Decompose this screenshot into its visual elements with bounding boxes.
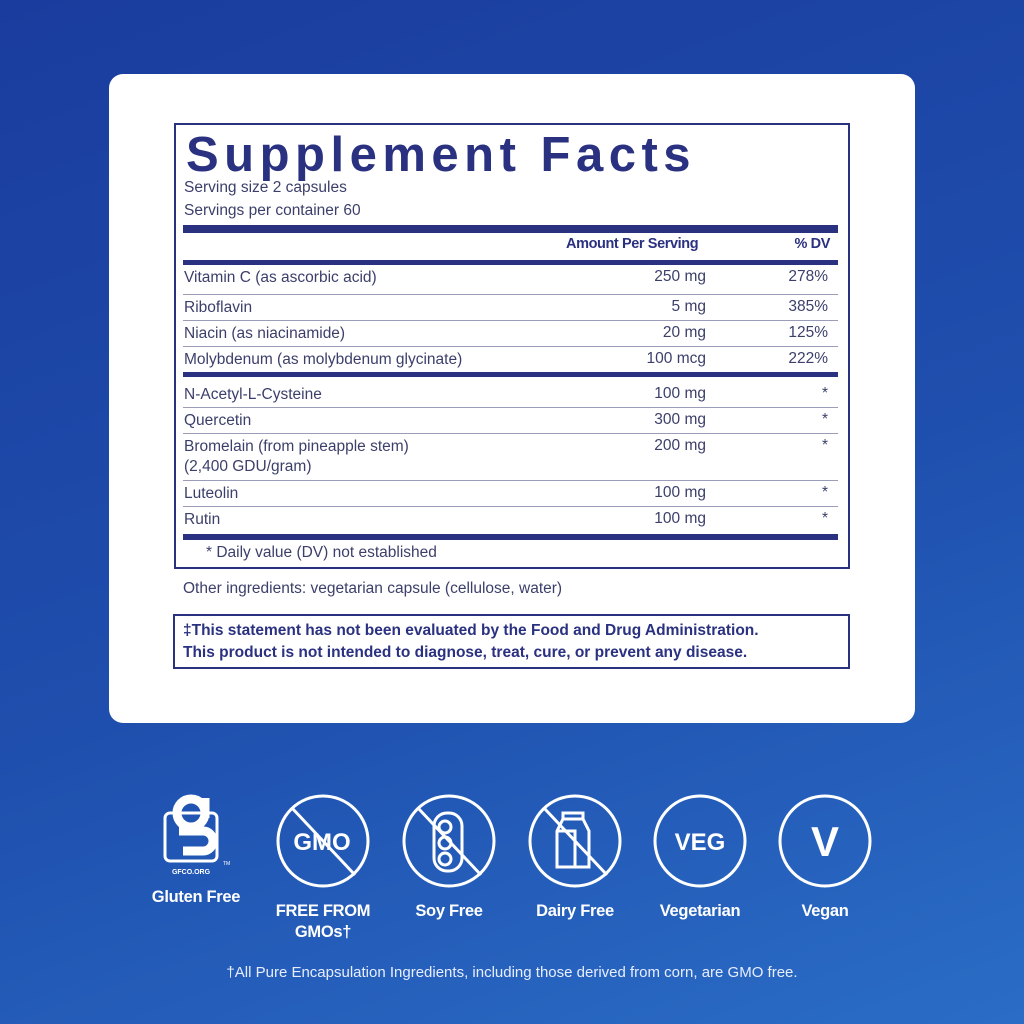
supplement-facts-panel: Supplement Facts Serving size 2 capsules… bbox=[174, 123, 850, 569]
nutrient-name: Niacin (as niacinamide) bbox=[184, 325, 346, 342]
svg-text:V: V bbox=[811, 818, 839, 865]
nutrient-amount: 100 mg bbox=[654, 484, 706, 501]
row-divider bbox=[183, 407, 838, 408]
badge-vegan: V Vegan bbox=[777, 793, 873, 922]
nutrient-amount: 200 mg bbox=[654, 437, 706, 454]
nutrient-amount: 100 mg bbox=[654, 510, 706, 527]
dv-footnote: * Daily value (DV) not established bbox=[206, 544, 437, 561]
gluten-free-gfco-icon: GFCO.ORG TM bbox=[163, 794, 230, 876]
nutrient-amount: 100 mg bbox=[654, 385, 706, 402]
nutrient-name: Rutin bbox=[184, 511, 221, 528]
row-divider bbox=[183, 480, 838, 481]
badge-label: Vegan bbox=[801, 902, 849, 920]
nutrient-name: Luteolin bbox=[184, 485, 239, 502]
nutrient-name: Vitamin C (as ascorbic acid) bbox=[184, 269, 377, 286]
nutrient-dv: * bbox=[821, 437, 828, 454]
badge-soy-free: Soy Free bbox=[401, 793, 497, 922]
disclaimer-line: ‡This statement has not been evaluated b… bbox=[183, 622, 759, 639]
divider-bar bbox=[183, 534, 838, 540]
veg-icon: VEG bbox=[653, 794, 747, 888]
serving-size: Serving size 2 capsules bbox=[184, 179, 347, 196]
svg-text:GFCO.ORG: GFCO.ORG bbox=[172, 869, 211, 876]
dv-header: % DV bbox=[794, 236, 831, 252]
badge-label: Vegetarian bbox=[659, 902, 741, 920]
divider-bar bbox=[183, 260, 838, 265]
row-divider bbox=[183, 294, 838, 295]
row-divider bbox=[183, 320, 838, 321]
badge-gluten-free: GFCO.ORG TM Gluten Free bbox=[148, 793, 244, 908]
nutrient-amount: 20 mg bbox=[662, 324, 706, 341]
nutrient-dv: 385% bbox=[788, 298, 828, 315]
nutrient-dv: 125% bbox=[788, 324, 828, 341]
nutrient-dv: * bbox=[821, 510, 828, 527]
nutrient-name: Bromelain (from pineapple stem) (2,400 GD… bbox=[184, 438, 409, 475]
nutrient-amount: 5 mg bbox=[671, 298, 706, 315]
row-divider bbox=[183, 506, 838, 507]
badge-label: Soy Free bbox=[415, 902, 483, 920]
nutrient-amount: 300 mg bbox=[654, 411, 706, 428]
nutrient-name: Molybdenum (as molybdenum glycinate) bbox=[184, 351, 463, 368]
badge-dairy-free: Dairy Free bbox=[527, 793, 623, 922]
row-divider bbox=[183, 346, 838, 347]
nutrient-dv: 222% bbox=[788, 350, 828, 367]
nutrient-dv: * bbox=[821, 385, 828, 402]
badge-label: Dairy Free bbox=[536, 902, 614, 920]
nutrient-dv: * bbox=[821, 411, 828, 428]
badge-label: Gluten Free bbox=[151, 888, 241, 906]
badge-label: FREE FROM GMOs† bbox=[275, 902, 371, 941]
svg-text:GMO: GMO bbox=[293, 829, 350, 856]
servings-per-container: Servings per container 60 bbox=[184, 202, 361, 219]
other-ingredients: Other ingredients: vegetarian capsule (c… bbox=[183, 580, 563, 597]
nutrient-name: N-Acetyl-L-Cysteine bbox=[184, 386, 322, 403]
fda-disclaimer: ‡This statement has not been evaluated b… bbox=[173, 614, 850, 669]
nutrient-name: Riboflavin bbox=[184, 299, 253, 316]
row-divider bbox=[183, 433, 838, 434]
nutrient-dv: * bbox=[821, 484, 828, 501]
badge-vegetarian: VEG Vegetarian bbox=[652, 793, 748, 922]
panel-title: Supplement Facts bbox=[186, 128, 697, 182]
amount-header: Amount Per Serving bbox=[566, 236, 699, 252]
nutrient-amount: 100 mcg bbox=[646, 350, 706, 367]
no-dairy-icon bbox=[528, 794, 622, 888]
nutrient-amount: 250 mg bbox=[654, 268, 706, 285]
divider-bar bbox=[183, 372, 838, 377]
no-gmo-icon: GMO bbox=[276, 794, 370, 888]
badge-no-gmo: GMO FREE FROM GMOs† bbox=[275, 793, 371, 943]
no-soy-icon bbox=[402, 794, 496, 888]
nutrient-dv: 278% bbox=[788, 268, 828, 285]
svg-text:VEG: VEG bbox=[675, 829, 726, 856]
svg-text:TM: TM bbox=[223, 861, 230, 867]
disclaimer-line: This product is not intended to diagnose… bbox=[183, 644, 748, 661]
gmo-footnote: †All Pure Encapsulation Ingredients, inc… bbox=[226, 964, 798, 981]
vegan-icon: V bbox=[778, 794, 872, 888]
nutrient-name: Quercetin bbox=[184, 412, 252, 429]
divider-bar bbox=[183, 225, 838, 233]
